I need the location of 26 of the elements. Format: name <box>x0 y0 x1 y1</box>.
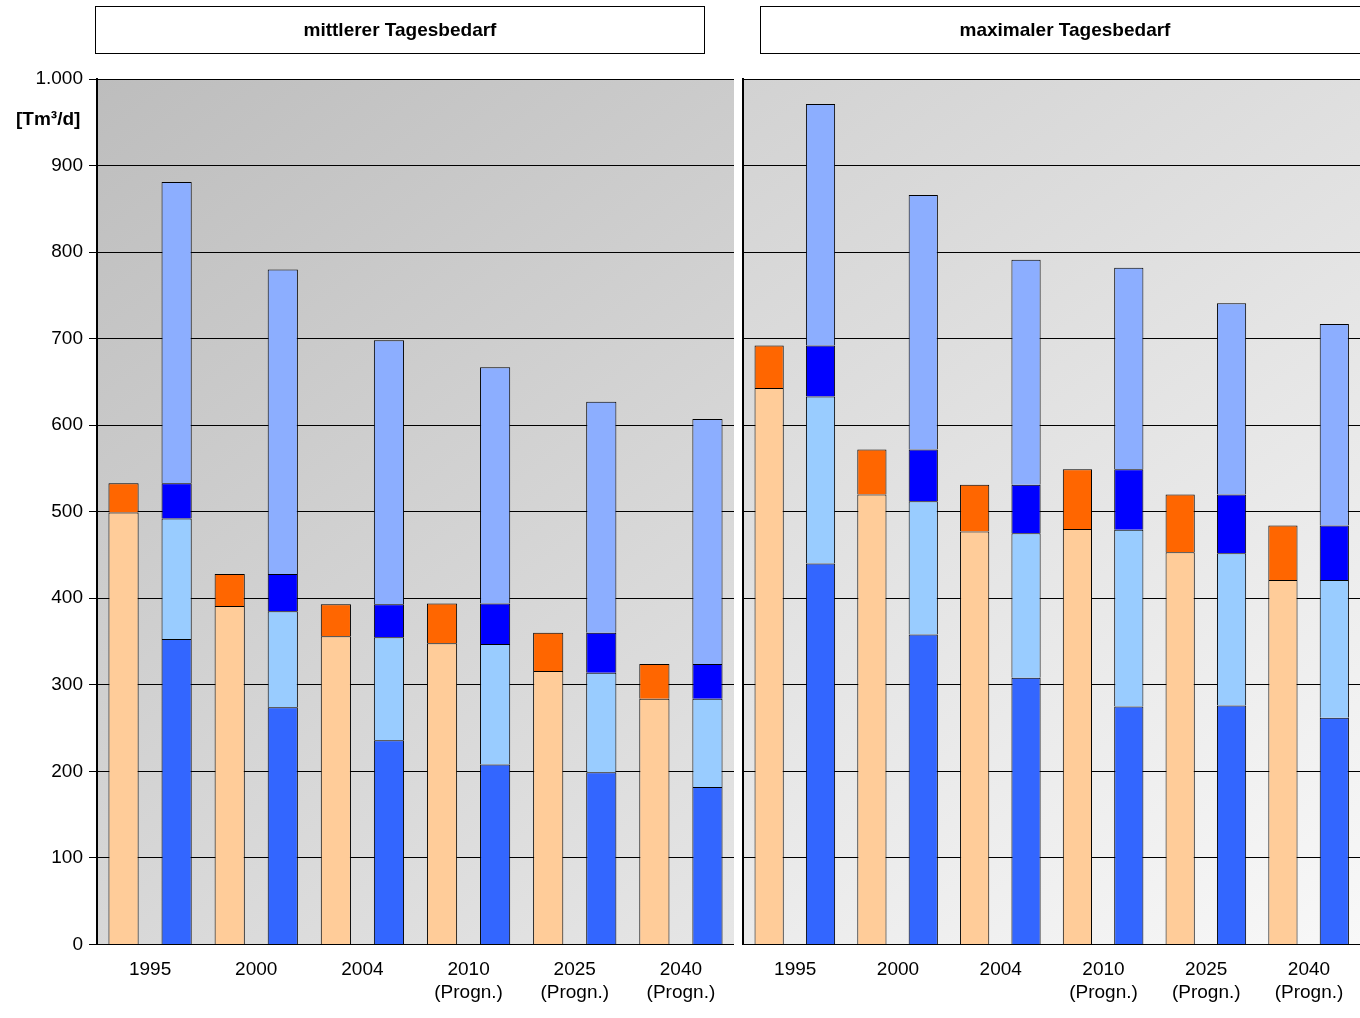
x-tick-label: 2010 (Progn.) <box>434 958 503 1002</box>
y-tick-label: 800 <box>51 240 83 262</box>
y-tick-label: 200 <box>51 759 83 781</box>
x-tick-label: 2000 <box>235 958 278 980</box>
x-tick-label: 2010 (Progn.) <box>1069 958 1138 1002</box>
y-axis-title: [Tm³/d] <box>16 108 81 130</box>
x-tick-label: 2004 <box>341 958 384 980</box>
y-tick-label: 600 <box>51 413 83 435</box>
y-tick-label: 500 <box>51 499 83 521</box>
x-tick-label: 1995 <box>774 958 817 980</box>
x-tick-label: 2000 <box>876 958 920 980</box>
y-tick-label: 100 <box>51 846 83 868</box>
chart-title: mittlerer Tagesbedarf <box>95 6 705 54</box>
x-tick-label: 2040 (Progn.) <box>1274 958 1344 1002</box>
y-tick-label: 300 <box>51 673 83 695</box>
x-tick-label: 2004 <box>979 958 1023 980</box>
x-tick-label: 1995 <box>128 958 172 980</box>
y-tick-label: 900 <box>51 153 83 175</box>
x-tick-label: 2025 (Progn.) <box>540 958 610 1002</box>
y-tick-label: 0 <box>72 932 83 954</box>
y-tick-label: 1.000 <box>35 67 83 89</box>
y-tick-label: 400 <box>51 586 83 608</box>
chart-title: maximaler Tagesbedarf <box>760 6 1360 54</box>
x-tick-label: 2040 (Progn.) <box>646 958 716 1002</box>
y-tick-label: 700 <box>51 326 83 348</box>
x-tick-label: 2025 (Progn.) <box>1171 958 1241 1002</box>
